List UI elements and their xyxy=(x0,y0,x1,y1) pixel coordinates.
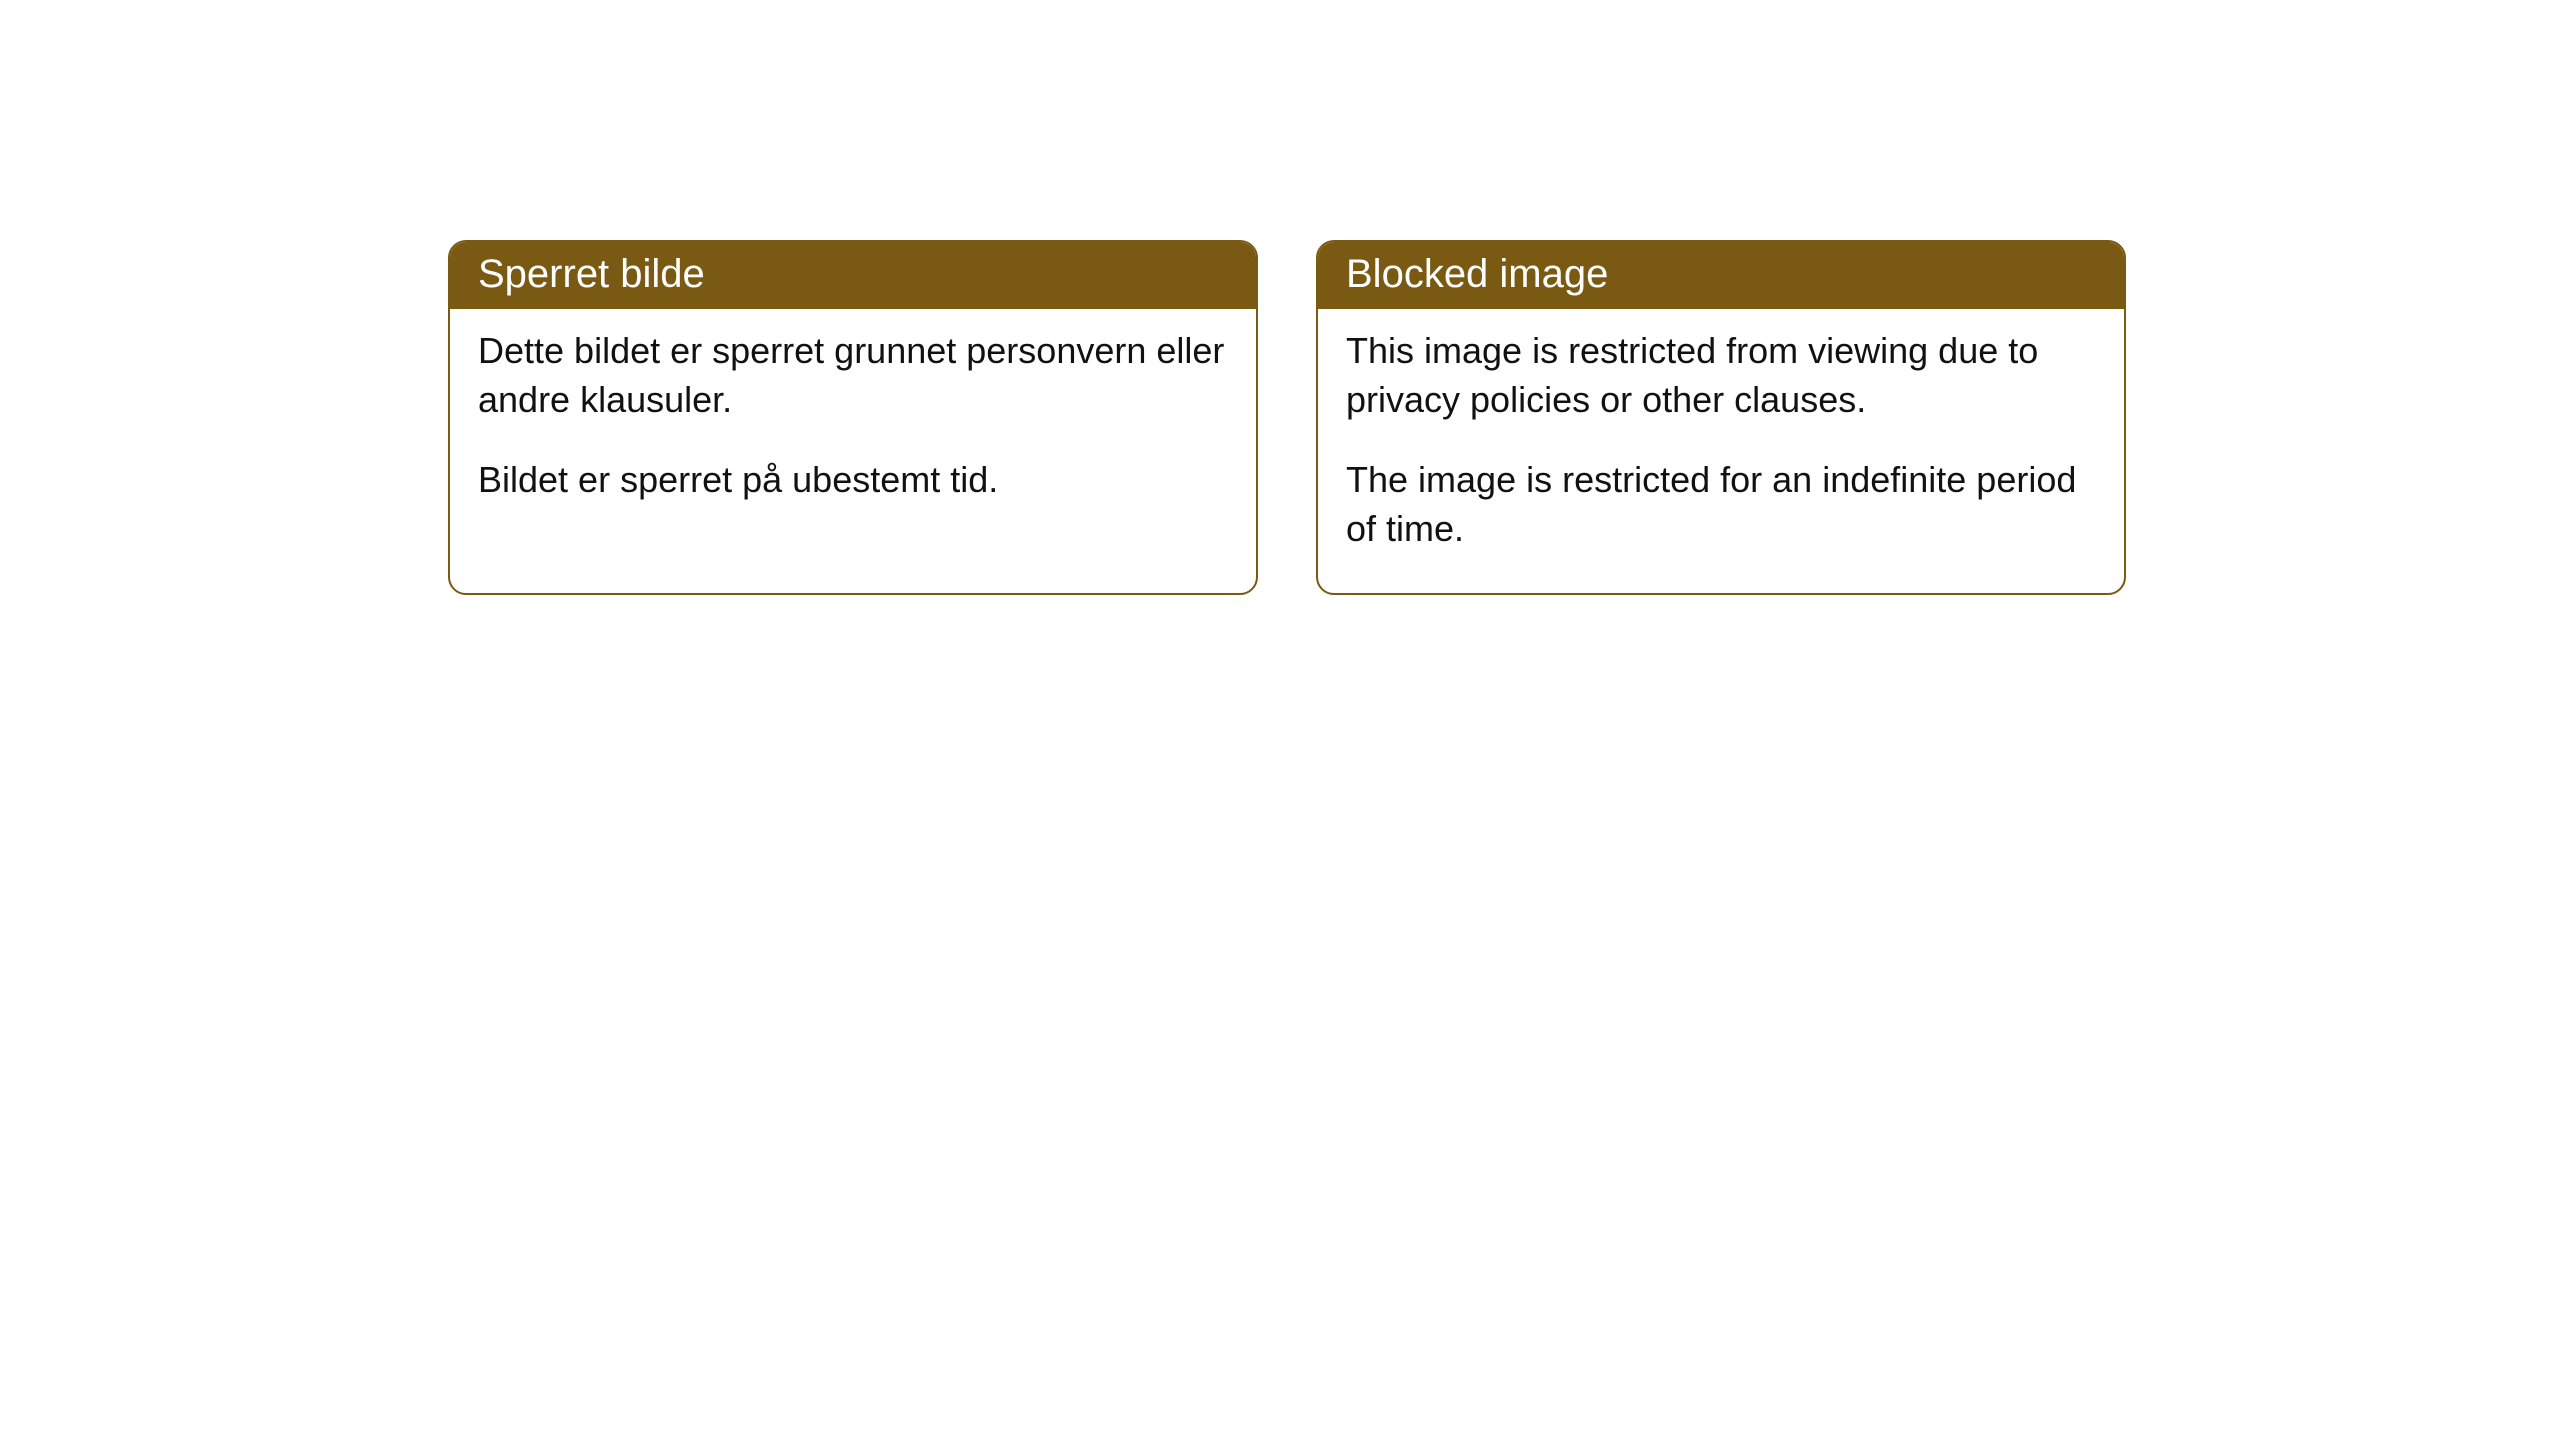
card-paragraph: The image is restricted for an indefinit… xyxy=(1346,456,2096,553)
card-body: Dette bildet er sperret grunnet personve… xyxy=(450,309,1256,545)
card-header: Sperret bilde xyxy=(450,242,1256,309)
card-paragraph: Bildet er sperret på ubestemt tid. xyxy=(478,456,1228,505)
notice-card-english: Blocked image This image is restricted f… xyxy=(1316,240,2126,595)
card-body: This image is restricted from viewing du… xyxy=(1318,309,2124,593)
card-title: Sperret bilde xyxy=(478,252,705,296)
card-header: Blocked image xyxy=(1318,242,2124,309)
notice-card-norwegian: Sperret bilde Dette bildet er sperret gr… xyxy=(448,240,1258,595)
card-paragraph: This image is restricted from viewing du… xyxy=(1346,327,2096,424)
card-paragraph: Dette bildet er sperret grunnet personve… xyxy=(478,327,1228,424)
notice-cards-container: Sperret bilde Dette bildet er sperret gr… xyxy=(448,240,2126,595)
card-title: Blocked image xyxy=(1346,252,1608,296)
